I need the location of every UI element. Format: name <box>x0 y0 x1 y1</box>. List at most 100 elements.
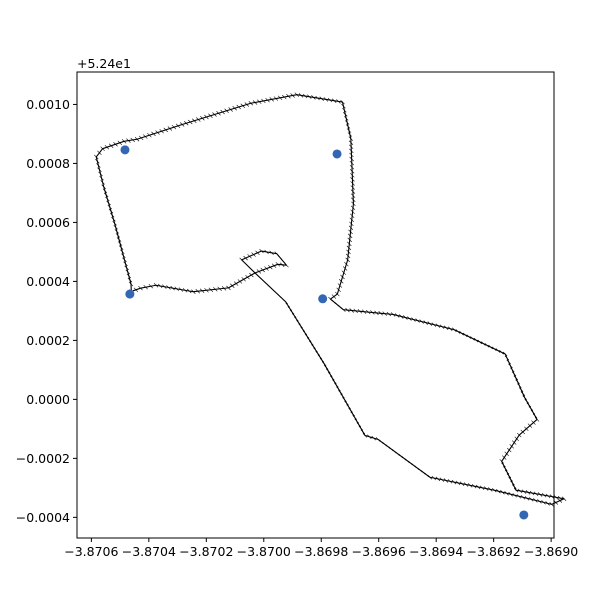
track-hatch <box>346 128 352 133</box>
scatter-point <box>519 510 529 520</box>
track-hatch <box>247 254 252 259</box>
track-hatch <box>97 150 102 156</box>
track-hatch <box>256 269 262 274</box>
track-hatch <box>524 399 529 404</box>
track-hatch <box>281 259 286 264</box>
track-hatch <box>344 261 349 267</box>
y-tick-label: 0.0004 <box>26 274 70 289</box>
track-hatch <box>327 97 333 103</box>
track-hatch <box>298 93 304 98</box>
track-hatch <box>155 130 160 135</box>
track-hatch <box>421 470 426 475</box>
track-hatch <box>407 316 412 321</box>
track-hatch <box>346 249 351 255</box>
track-hatch <box>511 371 517 377</box>
track-hatch <box>148 284 154 289</box>
track-hatch <box>347 132 353 137</box>
track-hatch <box>179 122 185 127</box>
track-hatch <box>105 196 110 202</box>
track-hatch <box>265 97 270 103</box>
track-hatch <box>213 287 218 292</box>
track-hatch <box>534 417 540 422</box>
track-hatch <box>524 496 530 501</box>
track-hatch <box>506 473 512 478</box>
track-hatch <box>367 434 372 439</box>
track-hatch <box>403 315 408 320</box>
track-hatch <box>243 255 248 261</box>
track-hatch <box>188 119 193 125</box>
track-hatch <box>342 107 347 113</box>
track-hatch <box>504 355 510 361</box>
track-hatch <box>196 117 201 122</box>
track-hatch <box>108 143 114 148</box>
x-tick-label: −3.8694 <box>409 544 463 559</box>
track-hatch <box>357 309 363 314</box>
track-hatch <box>170 285 175 291</box>
track-hatch <box>121 139 127 144</box>
track-hatch <box>345 253 351 259</box>
track-hatch <box>117 241 123 246</box>
track-hatch <box>138 135 144 141</box>
track-hatch <box>366 309 371 315</box>
track-hatch <box>496 489 501 494</box>
track-hatch <box>340 274 345 280</box>
track-hatch <box>479 485 485 491</box>
track-hatch <box>455 480 461 486</box>
track-hatch <box>255 250 260 256</box>
track-hatch <box>459 481 465 486</box>
track-hatch <box>510 367 515 373</box>
y-tick-label: 0.0000 <box>26 392 70 407</box>
track-hatch <box>411 317 416 322</box>
track-hatch <box>541 500 546 505</box>
track-hatch <box>338 390 343 395</box>
track-hatch <box>325 368 331 374</box>
track-hatch <box>289 309 295 315</box>
track-hatch <box>96 163 101 168</box>
track-hatch <box>401 456 407 461</box>
track-hatch <box>226 285 231 291</box>
track-hatch <box>159 128 164 134</box>
track-hatch <box>375 437 381 442</box>
track-hatch <box>337 283 343 288</box>
track-hatch <box>345 124 351 129</box>
track-hatch <box>341 307 346 312</box>
x-tick-label: −3.8690 <box>524 544 578 559</box>
track-hatch <box>315 351 320 356</box>
track-hatch <box>127 277 133 283</box>
track-hatch <box>200 116 205 121</box>
track-hatch <box>304 333 310 339</box>
track-hatch <box>348 136 354 141</box>
track-hatch <box>439 324 445 329</box>
track-hatch <box>504 491 509 496</box>
track-hatch <box>350 193 356 198</box>
track-hatch <box>545 493 551 499</box>
track-hatch <box>532 413 538 419</box>
track-hatch <box>110 212 115 218</box>
track-hatch <box>143 284 148 290</box>
track-hatch <box>452 327 457 332</box>
track-hatch <box>284 262 289 268</box>
track-hatch <box>306 337 312 342</box>
track-hatch <box>183 121 189 126</box>
track-hatch <box>178 287 184 292</box>
track-hatch <box>360 429 366 434</box>
track-hatch <box>347 233 353 239</box>
track-hatch <box>102 188 108 194</box>
track-hatch <box>134 137 140 142</box>
y-tick-label: −0.0002 <box>16 451 70 466</box>
track-hatch <box>157 283 163 289</box>
track-hatch <box>408 460 413 466</box>
track-hatch <box>470 336 475 341</box>
track-hatch <box>264 266 269 271</box>
track-hatch <box>390 312 396 317</box>
track-hatch <box>508 363 513 369</box>
x-tick-label: −3.8702 <box>179 544 233 559</box>
track-hatch <box>107 204 113 210</box>
track-hatch <box>504 451 509 457</box>
track-hatch <box>94 154 99 160</box>
track-hatch <box>275 262 281 267</box>
track-hatch <box>349 164 355 170</box>
track-hatch <box>349 148 354 154</box>
track-hatch <box>356 422 362 427</box>
